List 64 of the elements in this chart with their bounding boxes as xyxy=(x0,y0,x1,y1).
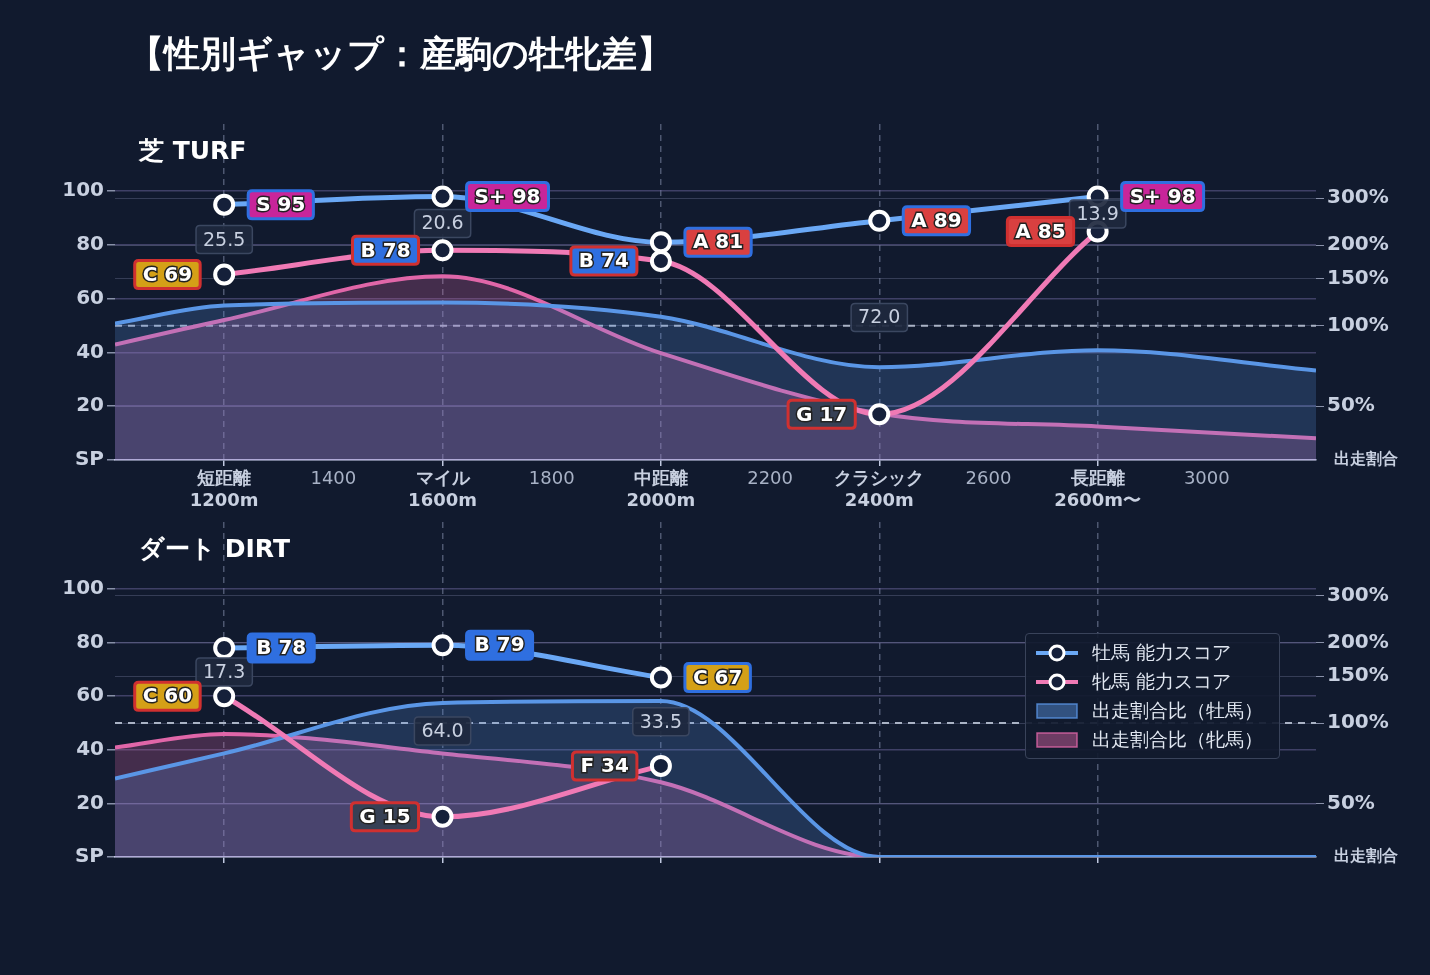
y-tick-label: SP xyxy=(74,446,104,471)
data-label: S 95 xyxy=(256,191,306,216)
y-tick-label: 60 xyxy=(76,682,104,707)
x-tick-label: 1400 xyxy=(310,467,357,489)
data-label: S+ 98 xyxy=(1129,183,1196,208)
x-tick-label: クラシック 2400m xyxy=(834,467,925,511)
y-tick-label: 40 xyxy=(76,736,104,760)
y2-axis-title: 出走割合 xyxy=(1334,846,1398,866)
data-label: B 79 xyxy=(474,632,525,657)
data-label: A 89 xyxy=(911,207,962,232)
annotation: 20.6 xyxy=(421,211,464,234)
data-label: F 34 xyxy=(580,753,629,778)
y-tick-label: 20 xyxy=(76,789,104,814)
annotation: 13.9 xyxy=(1076,201,1119,224)
y2-tick-label: 100% xyxy=(1327,709,1389,734)
annotation: 25.5 xyxy=(203,227,246,250)
x-tick-label: 3000 xyxy=(1183,467,1230,489)
y-tick-label: 80 xyxy=(76,231,104,256)
y2-tick-label: 300% xyxy=(1327,581,1389,606)
y2-tick-label: 150% xyxy=(1327,264,1389,289)
data-label: C 69 xyxy=(142,261,193,286)
y2-tick-label: 200% xyxy=(1327,628,1389,653)
annotation: 72.0 xyxy=(858,305,901,328)
x-tick-label: 長距離 2600m〜 xyxy=(1054,467,1142,511)
x-tick-label: 1800 xyxy=(528,467,575,489)
y-tick-label: 100 xyxy=(62,575,104,600)
annotation: 17.3 xyxy=(203,660,246,683)
annotation: 64.0 xyxy=(421,718,464,741)
y-tick-label: 20 xyxy=(76,392,104,417)
x-tick-label: 2200 xyxy=(747,467,793,489)
data-label: C 67 xyxy=(692,664,743,689)
data-label: A 85 xyxy=(1015,218,1066,243)
y2-tick-label: 200% xyxy=(1327,231,1389,256)
data-label: A 81 xyxy=(692,229,744,254)
data-label: C 60 xyxy=(142,683,193,708)
data-label: B 78 xyxy=(360,237,411,262)
x-tick-label: 中距離 2000m xyxy=(626,467,696,511)
x-tick-label: 短距離 1200m xyxy=(189,467,259,511)
data-label: B 78 xyxy=(256,635,307,660)
legend-label: 牡馬 能力スコア xyxy=(1092,639,1232,665)
data-label: G 15 xyxy=(359,804,411,828)
x-tick-label: マイル 1600m xyxy=(408,467,477,511)
y-tick-label: 40 xyxy=(76,338,104,363)
y-tick-label: 100 xyxy=(62,177,104,202)
y2-axis-title: 出走割合 xyxy=(1334,449,1398,469)
legend-label: 出走割合比（牡馬） xyxy=(1092,697,1263,723)
legend-label: 牝馬 能力スコア xyxy=(1092,668,1232,694)
y2-tick-label: 100% xyxy=(1327,311,1389,336)
text: 芝 TURF xyxy=(138,135,247,165)
x-tick-label: 2600 xyxy=(965,467,1012,489)
y-tick-label: SP xyxy=(74,843,104,868)
y-tick-label: 80 xyxy=(76,628,104,653)
text: ダート DIRT xyxy=(139,533,290,563)
y2-tick-label: 300% xyxy=(1327,184,1389,209)
annotation: 33.5 xyxy=(639,709,683,732)
data-label: G 17 xyxy=(796,401,848,426)
y2-tick-label: 50% xyxy=(1327,789,1375,814)
legend-label: 出走割合比（牝馬） xyxy=(1092,726,1263,752)
chart-title: 【性別ギャップ：産駒の牡牝差】 xyxy=(128,32,673,76)
y-tick-label: 60 xyxy=(76,284,104,309)
y2-tick-label: 150% xyxy=(1327,662,1389,687)
data-label: S+ 98 xyxy=(474,183,541,208)
y2-tick-label: 50% xyxy=(1327,392,1375,417)
data-label: B 74 xyxy=(578,248,629,273)
